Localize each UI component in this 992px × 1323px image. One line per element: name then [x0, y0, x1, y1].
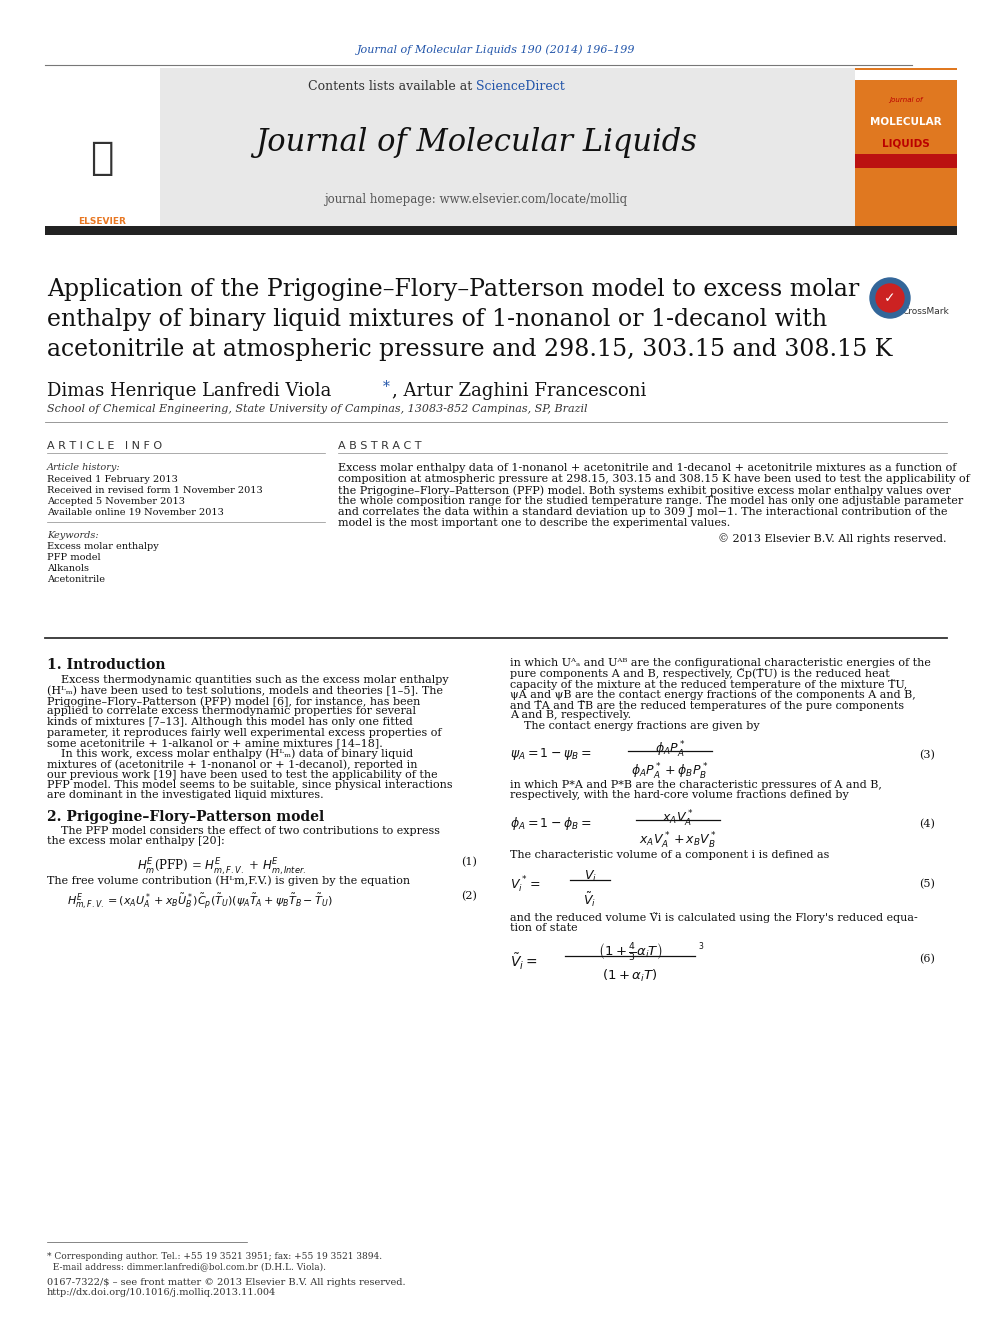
- Text: 2. Prigogine–Flory–Patterson model: 2. Prigogine–Flory–Patterson model: [47, 810, 324, 824]
- Bar: [855, 67, 957, 230]
- Text: ELSEVIER: ELSEVIER: [78, 217, 126, 226]
- Text: tion of state: tion of state: [510, 923, 577, 933]
- Text: PFP model: PFP model: [47, 553, 100, 562]
- Text: in which Uᴬₐ and Uᴬᴮ are the configurational characteristic energies of the: in which Uᴬₐ and Uᴬᴮ are the configurati…: [510, 658, 930, 668]
- Text: Application of the Prigogine–Flory–Patterson model to excess molar
enthalpy of b: Application of the Prigogine–Flory–Patte…: [47, 278, 893, 361]
- Text: The free volume contribution (Hᴸm,F.V.) is given by the equation: The free volume contribution (Hᴸm,F.V.) …: [47, 875, 410, 885]
- Text: CrossMark: CrossMark: [903, 307, 949, 316]
- Text: $\phi_A P_A^* + \phi_B P_B^*$: $\phi_A P_A^* + \phi_B P_B^*$: [631, 762, 708, 782]
- Text: In this work, excess molar enthalpy (Hᴸₘ) data of binary liquid: In this work, excess molar enthalpy (Hᴸₘ…: [47, 749, 413, 759]
- Text: respectively, with the hard-core volume fractions defined by: respectively, with the hard-core volume …: [510, 790, 849, 800]
- Text: PFP model. This model seems to be suitable, since physical interactions: PFP model. This model seems to be suitab…: [47, 781, 452, 790]
- Text: Journal of Molecular Liquids 190 (2014) 196–199: Journal of Molecular Liquids 190 (2014) …: [357, 45, 635, 56]
- Text: $V_i^* = $: $V_i^* = $: [510, 875, 542, 894]
- Bar: [855, 153, 957, 168]
- Text: $\left(1 + \frac{4}{3}\alpha_i T\right)$: $\left(1 + \frac{4}{3}\alpha_i T\right)$: [598, 942, 663, 963]
- Text: pure components A and B, respectively, C̃p(T̃U) is the reduced heat: pure components A and B, respectively, C…: [510, 668, 890, 679]
- Text: capacity of the mixture at the reduced temperature of the mixture T̃U,: capacity of the mixture at the reduced t…: [510, 679, 908, 689]
- Text: Journal of: Journal of: [889, 97, 923, 103]
- Text: (6): (6): [920, 954, 935, 964]
- Text: A R T I C L E   I N F O: A R T I C L E I N F O: [47, 441, 162, 451]
- Text: $x_A V_A^*$: $x_A V_A^*$: [663, 808, 693, 828]
- Text: Excess thermodynamic quantities such as the excess molar enthalpy: Excess thermodynamic quantities such as …: [47, 675, 448, 685]
- Bar: [855, 70, 957, 79]
- Text: Excess molar enthalpy data of 1-nonanol + acetonitrile and 1-decanol + acetonitr: Excess molar enthalpy data of 1-nonanol …: [338, 463, 956, 474]
- Text: Acetonitrile: Acetonitrile: [47, 576, 105, 583]
- Text: $H_m^E$(PFP) = $H_{m,F.V.}^E$ + $H_{m,Inter.}^E$: $H_m^E$(PFP) = $H_{m,F.V.}^E$ + $H_{m,In…: [137, 857, 307, 878]
- Text: are dominant in the investigated liquid mixtures.: are dominant in the investigated liquid …: [47, 791, 323, 800]
- Text: LIQUIDS: LIQUIDS: [882, 138, 930, 148]
- Text: ✓: ✓: [884, 291, 896, 306]
- Text: Prigogine–Flory–Patterson (PFP) model [6], for instance, has been: Prigogine–Flory–Patterson (PFP) model [6…: [47, 696, 421, 706]
- Text: MOLECULAR: MOLECULAR: [870, 116, 941, 127]
- Circle shape: [870, 278, 910, 318]
- Text: (Hᴸₘ) have been used to test solutions, models and theories [1–5]. The: (Hᴸₘ) have been used to test solutions, …: [47, 685, 443, 696]
- Text: parameter, it reproduces fairly well experimental excess properties of: parameter, it reproduces fairly well exp…: [47, 728, 441, 737]
- Text: ψA and ψB are the contact energy fractions of the components A and B,: ψA and ψB are the contact energy fractio…: [510, 689, 916, 700]
- Text: (2): (2): [461, 890, 477, 901]
- Text: and T̃A and T̃B are the reduced temperatures of the pure components: and T̃A and T̃B are the reduced temperat…: [510, 700, 904, 710]
- Text: E-mail address: dimmer.lanfredi@bol.com.br (D.H.L. Viola).: E-mail address: dimmer.lanfredi@bol.com.…: [47, 1262, 326, 1271]
- Text: $\tilde{V}_i$: $\tilde{V}_i$: [583, 890, 596, 909]
- Text: Article history:: Article history:: [47, 463, 121, 472]
- Text: *: *: [383, 380, 390, 394]
- Text: applied to correlate excess thermodynamic properties for several: applied to correlate excess thermodynami…: [47, 706, 416, 717]
- Text: in which P*A and P*B are the characteristic pressures of A and B,: in which P*A and P*B are the characteris…: [510, 779, 882, 790]
- Text: (5): (5): [920, 878, 935, 889]
- Text: Available online 19 November 2013: Available online 19 November 2013: [47, 508, 224, 517]
- Text: $\phi_A P_A^*$: $\phi_A P_A^*$: [655, 740, 685, 759]
- Text: , Artur Zaghini Francesconi: , Artur Zaghini Francesconi: [392, 382, 647, 400]
- Text: our previous work [19] have been used to test the applicability of the: our previous work [19] have been used to…: [47, 770, 437, 779]
- Text: A and B, respectively.: A and B, respectively.: [510, 710, 631, 721]
- Text: The contact energy fractions are given by: The contact energy fractions are given b…: [510, 721, 760, 732]
- Bar: [45, 67, 160, 230]
- Text: composition at atmospheric pressure at 298.15, 303.15 and 308.15 K have been use: composition at atmospheric pressure at 2…: [338, 474, 970, 484]
- Text: $\phi_A = 1 - \phi_B = $: $\phi_A = 1 - \phi_B = $: [510, 815, 591, 831]
- Text: Received in revised form 1 November 2013: Received in revised form 1 November 2013: [47, 486, 263, 495]
- Bar: [45, 226, 957, 235]
- Text: Journal of Molecular Liquids: Journal of Molecular Liquids: [255, 127, 697, 159]
- Text: Alkanols: Alkanols: [47, 564, 89, 573]
- Text: the excess molar enthalpy [20]:: the excess molar enthalpy [20]:: [47, 836, 225, 847]
- Text: A B S T R A C T: A B S T R A C T: [338, 441, 422, 451]
- Text: 1. Introduction: 1. Introduction: [47, 658, 166, 672]
- Text: the Prigogine–Flory–Patterson (PFP) model. Both systems exhibit positive excess : the Prigogine–Flory–Patterson (PFP) mode…: [338, 486, 950, 496]
- Text: http://dx.doi.org/10.1016/j.molliq.2013.11.004: http://dx.doi.org/10.1016/j.molliq.2013.…: [47, 1289, 276, 1297]
- Text: (4): (4): [920, 819, 935, 828]
- Text: Accepted 5 November 2013: Accepted 5 November 2013: [47, 497, 185, 505]
- Text: $H_{m,F.V.}^E = (x_A U_A^* + x_B \tilde{U}_B^*)\tilde{C}_p(\tilde{T}_U)(\psi_A \: $H_{m,F.V.}^E = (x_A U_A^* + x_B \tilde{…: [67, 890, 332, 910]
- Text: Received 1 February 2013: Received 1 February 2013: [47, 475, 178, 484]
- Text: Excess molar enthalpy: Excess molar enthalpy: [47, 542, 159, 550]
- Text: (3): (3): [920, 750, 935, 759]
- Text: Dimas Henrique Lanfredi Viola: Dimas Henrique Lanfredi Viola: [47, 382, 337, 400]
- Text: $\left(1 + \alpha_i T\right)$: $\left(1 + \alpha_i T\right)$: [602, 967, 658, 983]
- Text: * Corresponding author. Tel.: +55 19 3521 3951; fax: +55 19 3521 3894.: * Corresponding author. Tel.: +55 19 352…: [47, 1252, 382, 1261]
- Circle shape: [876, 284, 904, 312]
- Text: journal homepage: www.elsevier.com/locate/molliq: journal homepage: www.elsevier.com/locat…: [324, 193, 628, 206]
- Text: the whole composition range for the studied temperature range. The model has onl: the whole composition range for the stud…: [338, 496, 963, 505]
- Text: $x_A V_A^* + x_B V_B^*$: $x_A V_A^* + x_B V_B^*$: [639, 831, 717, 851]
- Text: $V_i$: $V_i$: [583, 868, 596, 884]
- Text: The PFP model considers the effect of two contributions to express: The PFP model considers the effect of tw…: [47, 826, 440, 836]
- Text: 🌲: 🌲: [90, 139, 114, 177]
- Text: some acetonitrile + 1-alkanol or + amine mixtures [14–18].: some acetonitrile + 1-alkanol or + amine…: [47, 738, 383, 747]
- Text: $^3$: $^3$: [698, 942, 704, 951]
- Text: and the reduced volume Ṽi is calculated using the Flory's reduced equa-: and the reduced volume Ṽi is calculated…: [510, 913, 918, 923]
- Text: (1): (1): [461, 857, 477, 868]
- Text: $\tilde{V}_i = $: $\tilde{V}_i = $: [510, 951, 538, 971]
- Text: kinds of mixtures [7–13]. Although this model has only one fitted: kinds of mixtures [7–13]. Although this …: [47, 717, 413, 728]
- Text: model is the most important one to describe the experimental values.: model is the most important one to descr…: [338, 519, 730, 528]
- Text: 0167-7322/$ – see front matter © 2013 Elsevier B.V. All rights reserved.: 0167-7322/$ – see front matter © 2013 El…: [47, 1278, 406, 1287]
- Text: ScienceDirect: ScienceDirect: [476, 81, 564, 94]
- Text: © 2013 Elsevier B.V. All rights reserved.: © 2013 Elsevier B.V. All rights reserved…: [718, 533, 947, 544]
- Text: The characteristic volume of a component i is defined as: The characteristic volume of a component…: [510, 851, 829, 860]
- Text: School of Chemical Engineering, State University of Campinas, 13083-852 Campinas: School of Chemical Engineering, State Un…: [47, 404, 587, 414]
- Text: $\psi_A = 1 - \psi_B = $: $\psi_A = 1 - \psi_B = $: [510, 745, 591, 762]
- Text: Contents lists available at: Contents lists available at: [308, 81, 476, 94]
- Text: and correlates the data within a standard deviation up to 309 J mol−1. The inter: and correlates the data within a standar…: [338, 507, 947, 517]
- Text: mixtures of (acetonitrile + 1-nonanol or + 1-decanol), reported in: mixtures of (acetonitrile + 1-nonanol or…: [47, 759, 418, 770]
- Text: Keywords:: Keywords:: [47, 531, 98, 540]
- Bar: [45, 67, 855, 230]
